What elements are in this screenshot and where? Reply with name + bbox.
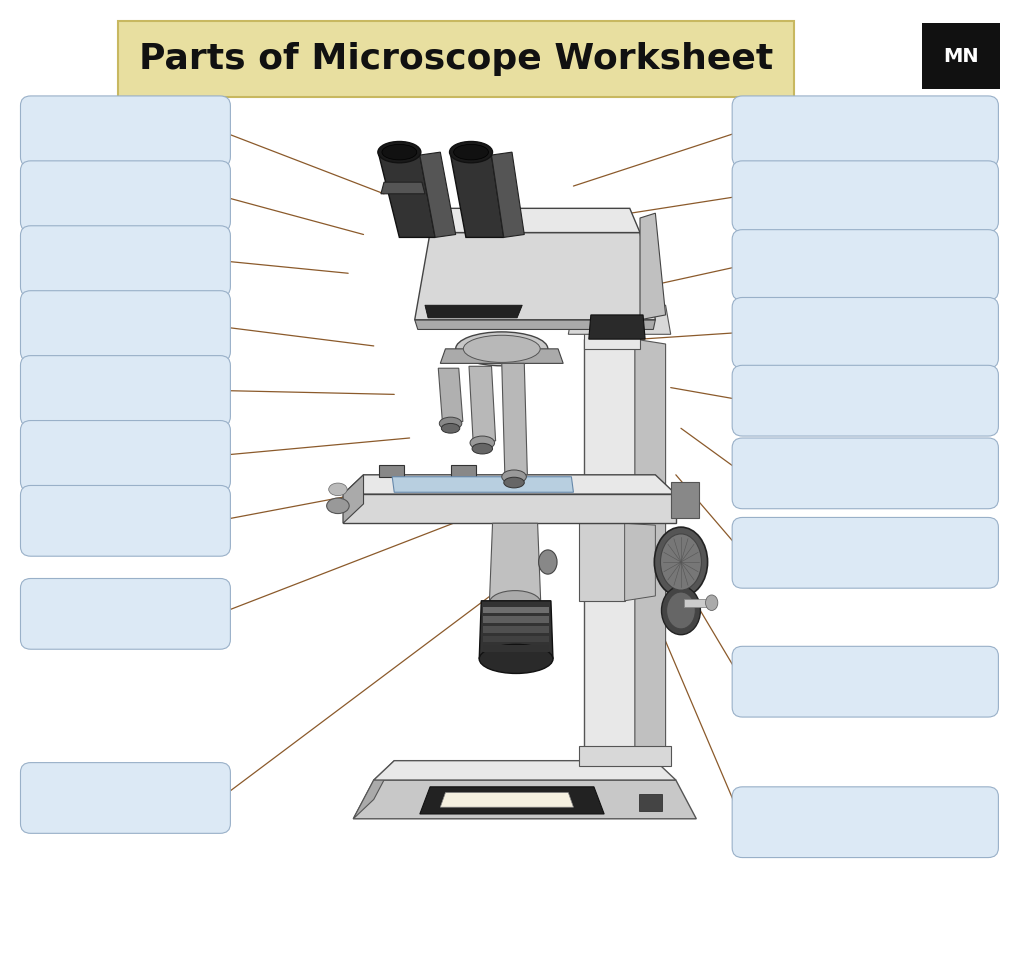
Polygon shape [625,523,655,601]
Polygon shape [483,636,549,642]
FancyBboxPatch shape [732,787,998,858]
Bar [639,794,662,811]
Polygon shape [483,645,549,652]
Ellipse shape [441,423,460,433]
Ellipse shape [382,144,417,160]
Polygon shape [425,305,522,318]
FancyBboxPatch shape [20,161,230,232]
Polygon shape [584,339,635,761]
FancyBboxPatch shape [922,23,1000,89]
Ellipse shape [667,592,695,629]
Polygon shape [343,494,676,523]
FancyBboxPatch shape [732,96,998,167]
Polygon shape [379,465,404,477]
Polygon shape [579,523,625,601]
Ellipse shape [654,527,708,597]
Ellipse shape [502,470,526,484]
Polygon shape [420,787,604,814]
Polygon shape [489,523,541,601]
Polygon shape [430,208,640,233]
Ellipse shape [489,591,541,615]
Polygon shape [635,339,666,761]
Ellipse shape [327,498,349,514]
FancyBboxPatch shape [20,96,230,167]
Polygon shape [483,626,549,633]
Polygon shape [483,607,549,613]
FancyBboxPatch shape [20,763,230,833]
Ellipse shape [456,332,548,366]
Ellipse shape [662,586,700,635]
Polygon shape [451,155,504,237]
Polygon shape [589,315,645,339]
FancyBboxPatch shape [732,438,998,509]
Ellipse shape [470,436,495,450]
Polygon shape [343,475,364,523]
FancyBboxPatch shape [20,421,230,491]
Polygon shape [438,368,463,422]
Ellipse shape [660,534,701,590]
Polygon shape [440,793,573,807]
Polygon shape [502,363,527,475]
Polygon shape [353,761,394,819]
Ellipse shape [439,418,462,430]
Polygon shape [392,477,573,492]
Ellipse shape [378,141,421,163]
FancyBboxPatch shape [732,230,998,300]
FancyBboxPatch shape [732,365,998,436]
Polygon shape [479,601,553,659]
Text: Parts of Microscope Worksheet: Parts of Microscope Worksheet [138,42,773,77]
Polygon shape [483,616,549,623]
Polygon shape [440,349,563,363]
Polygon shape [415,320,655,329]
Polygon shape [415,233,655,320]
FancyBboxPatch shape [20,485,230,556]
Bar [671,482,699,518]
Polygon shape [379,155,435,237]
FancyBboxPatch shape [20,578,230,649]
Polygon shape [451,465,476,477]
FancyBboxPatch shape [20,356,230,426]
Polygon shape [469,366,496,441]
Ellipse shape [706,595,718,610]
Polygon shape [374,761,676,780]
Polygon shape [684,599,712,607]
Polygon shape [353,780,696,819]
Ellipse shape [539,550,557,575]
FancyBboxPatch shape [118,21,794,97]
Ellipse shape [450,141,493,163]
FancyBboxPatch shape [732,297,998,368]
Polygon shape [579,746,671,766]
Polygon shape [343,475,676,494]
Polygon shape [568,305,671,334]
FancyBboxPatch shape [732,646,998,717]
Ellipse shape [463,335,541,362]
Polygon shape [420,152,456,237]
Ellipse shape [454,144,488,160]
FancyBboxPatch shape [20,226,230,297]
Ellipse shape [504,478,524,488]
FancyBboxPatch shape [20,291,230,361]
Polygon shape [492,152,524,237]
FancyBboxPatch shape [732,517,998,588]
Polygon shape [381,182,425,194]
Polygon shape [584,320,640,349]
Text: MN: MN [943,47,979,66]
Polygon shape [640,213,666,320]
Ellipse shape [329,484,347,496]
Ellipse shape [472,443,493,453]
Ellipse shape [479,644,553,673]
FancyBboxPatch shape [732,161,998,232]
